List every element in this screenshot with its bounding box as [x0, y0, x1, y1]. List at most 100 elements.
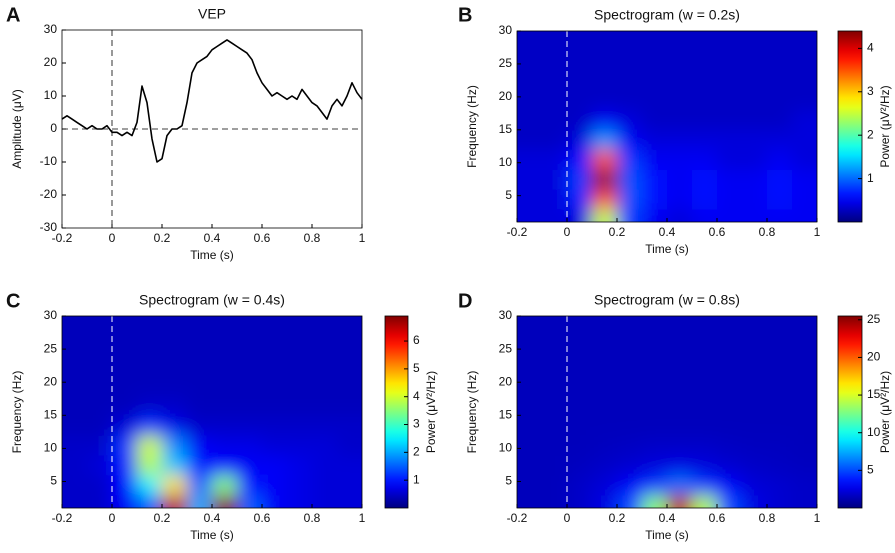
y-tick-label: -30 — [40, 220, 58, 234]
x-tick-label: -0.2 — [507, 511, 528, 525]
heatmap-cell — [112, 435, 138, 456]
heatmap-cell — [717, 31, 743, 52]
heatmap-cell — [262, 375, 288, 396]
heatmap-cell — [567, 335, 593, 357]
heatmap-cell — [692, 474, 718, 496]
x-tick-label: 0 — [564, 225, 571, 239]
heatmap-cell — [692, 110, 718, 131]
heatmap-cell — [642, 110, 668, 131]
heatmap-cell — [162, 335, 188, 357]
x-tick-label: 0.8 — [304, 511, 321, 525]
heatmap-cell — [287, 415, 313, 436]
heatmap-cell — [517, 474, 543, 496]
heatmap-cell — [667, 355, 693, 377]
x-axis-label: Time (s) — [645, 528, 689, 542]
heatmap-cell — [337, 395, 362, 416]
heatmap-cell — [517, 90, 543, 111]
heatmap-cell — [287, 435, 313, 456]
heatmap-cell — [767, 435, 793, 456]
heatmap-cell — [767, 149, 793, 170]
heatmap-cell — [767, 90, 793, 111]
heatmap-cell — [717, 129, 743, 151]
heatmap-cell — [287, 355, 313, 377]
vep-line — [61, 39, 363, 163]
heatmap-cell — [542, 50, 568, 72]
heatmap-cells — [62, 316, 362, 508]
heatmap-cell — [337, 316, 362, 337]
y-tick-label: 10 — [44, 441, 58, 455]
colorbar-tick-label: 2 — [867, 127, 874, 141]
colorbar — [837, 30, 863, 223]
heatmap-cell — [667, 169, 693, 190]
heatmap-cell — [792, 375, 817, 396]
heatmap-cell — [237, 355, 263, 377]
heatmap-cell — [287, 316, 313, 337]
heatmap-cell — [212, 474, 238, 496]
heatmap-cell — [237, 316, 263, 337]
panel-title: Spectrogram (w = 0.8s) — [594, 292, 740, 308]
heatmap-cell — [792, 149, 817, 170]
y-tick-label: 0 — [50, 121, 57, 135]
heatmap-cell — [567, 474, 593, 496]
heatmap-cell — [262, 494, 288, 508]
heatmap-cell — [742, 435, 768, 456]
heatmap-cell — [567, 110, 593, 131]
heatmap-cell — [517, 355, 543, 377]
heatmap-cell — [262, 415, 288, 436]
heatmap-cell — [667, 208, 693, 222]
heatmap-cell — [617, 31, 643, 52]
heatmap-cell — [692, 70, 718, 91]
heatmap-cell — [792, 474, 817, 496]
heatmap-cell — [767, 129, 793, 151]
heatmap-cell — [642, 395, 668, 416]
heatmap-cell — [62, 455, 88, 476]
heatmap-cell — [162, 455, 188, 476]
y-tick-label: 30 — [499, 23, 513, 37]
heatmap-cell — [767, 208, 793, 222]
colorbar-tick-label: 4 — [413, 389, 420, 403]
heatmap-cell — [517, 110, 543, 131]
heatmap-cell — [692, 395, 718, 416]
heatmap-cell — [642, 435, 668, 456]
heatmap-cell — [642, 415, 668, 436]
heatmap-cell — [112, 494, 138, 508]
heatmap-cell — [717, 50, 743, 72]
heatmap-cell — [642, 189, 668, 210]
heatmap-cell — [642, 149, 668, 170]
heatmap-cell — [112, 335, 138, 357]
heatmap-cell — [542, 474, 568, 496]
y-axis-label: Amplitude (μV) — [10, 89, 24, 169]
heatmap-cell — [592, 70, 618, 91]
heatmap-cell — [742, 110, 768, 131]
heatmap-cell — [212, 415, 238, 436]
heatmap-cell — [792, 335, 817, 357]
heatmap-cell — [237, 474, 263, 496]
heatmap-cell — [87, 435, 113, 456]
x-tick-label: 0.6 — [709, 225, 726, 239]
heatmap-cell — [717, 70, 743, 91]
heatmap-cell — [767, 189, 793, 210]
heatmap-cell — [312, 435, 338, 456]
heatmap-cell — [542, 149, 568, 170]
heatmap-cell — [237, 395, 263, 416]
heatmap-cell — [87, 355, 113, 377]
heatmap-cell — [717, 316, 743, 337]
heatmap-cell — [717, 415, 743, 436]
heatmap-cell — [162, 494, 188, 508]
heatmap-cell — [287, 474, 313, 496]
heatmap-cell — [187, 375, 213, 396]
heatmap-cell — [717, 494, 743, 508]
x-axis-label: Time (s) — [190, 528, 234, 542]
heatmap-cell — [162, 355, 188, 377]
heatmap-cell — [87, 395, 113, 416]
y-tick-label: 25 — [499, 341, 513, 355]
heatmap-cell — [517, 70, 543, 91]
heatmap-cell — [542, 494, 568, 508]
heatmap-cell — [642, 335, 668, 357]
heatmap-cell — [742, 169, 768, 190]
heatmap-cell — [262, 395, 288, 416]
heatmap-cell — [742, 149, 768, 170]
y-tick-label: 15 — [499, 407, 513, 421]
heatmap-cell — [717, 474, 743, 496]
colorbar-tick-label: 3 — [867, 84, 874, 98]
